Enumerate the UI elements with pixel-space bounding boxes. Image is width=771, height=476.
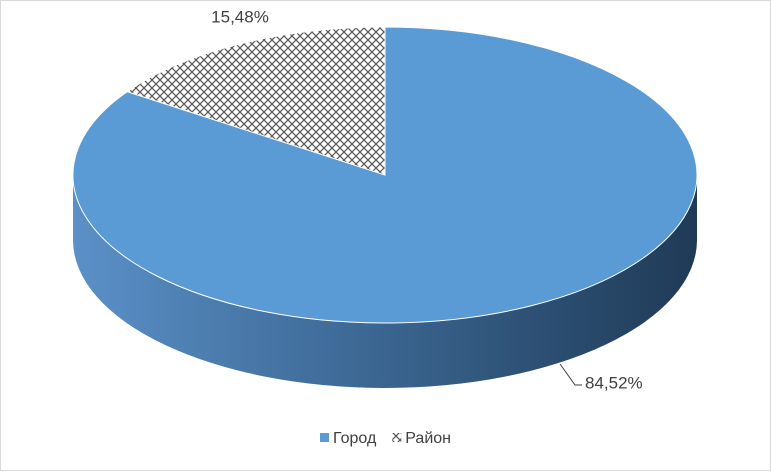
slice	[126, 26, 386, 176]
data-label: 84,52%	[585, 373, 643, 392]
slice-side	[73, 175, 697, 388]
legend-label: Район	[405, 430, 451, 447]
legend-label: Город	[333, 430, 377, 447]
legend-swatch	[320, 433, 329, 442]
leader-line	[559, 363, 582, 386]
data-label: 15,48%	[211, 7, 269, 26]
legend-swatch	[392, 433, 402, 442]
